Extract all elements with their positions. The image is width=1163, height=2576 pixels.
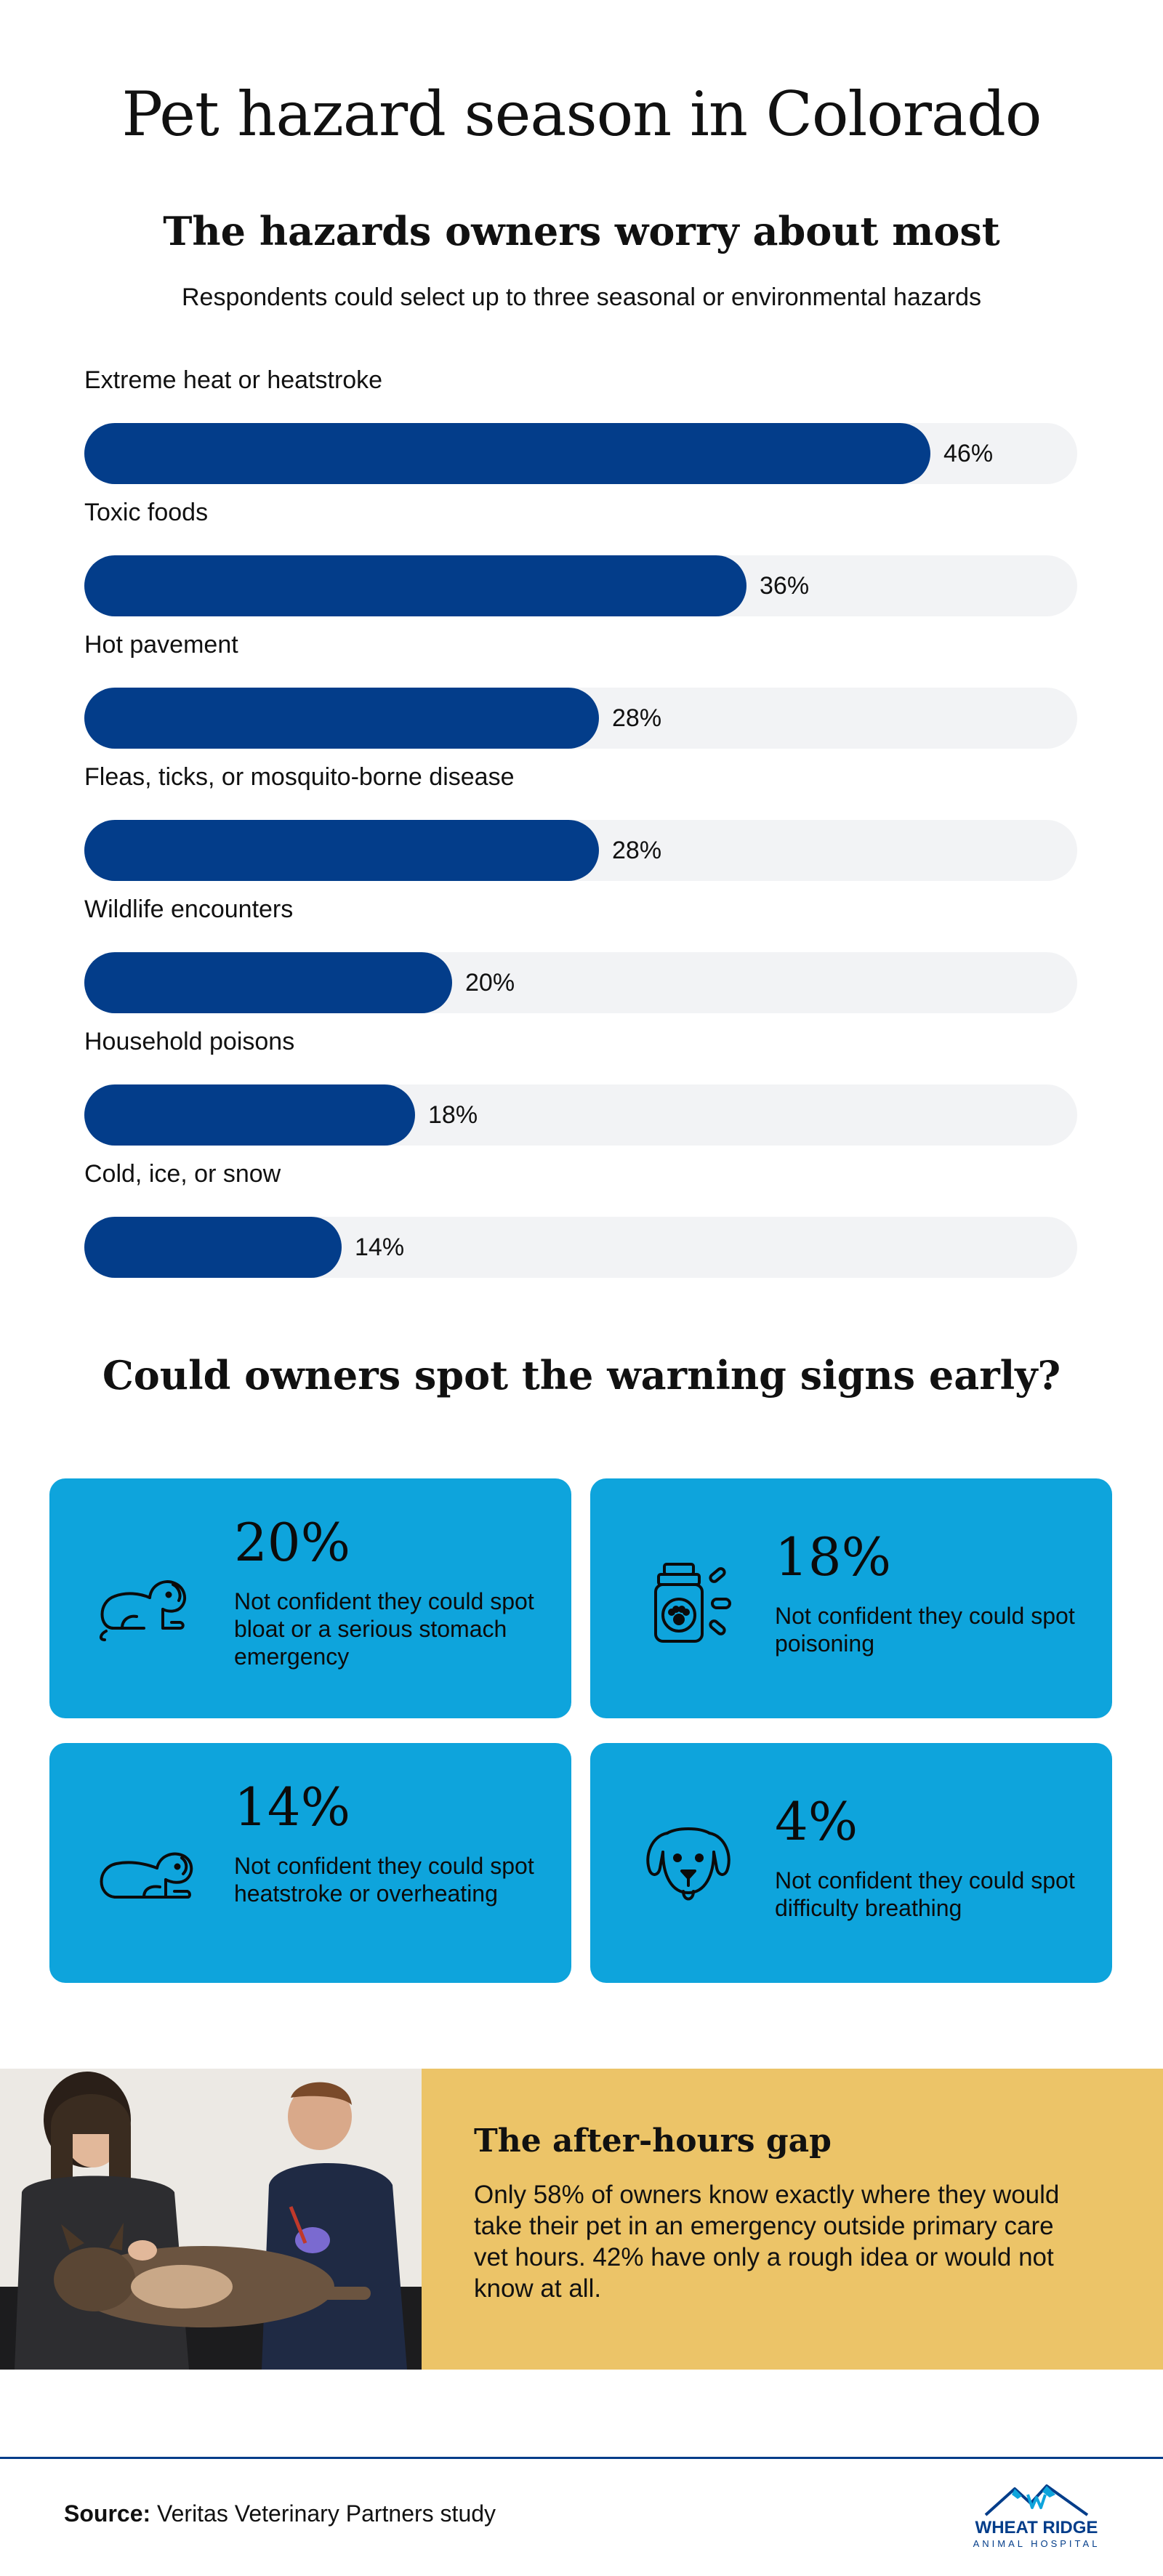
- bar-value-label: 46%: [943, 440, 994, 467]
- bar-track: 46%: [84, 423, 1077, 484]
- stat-value: 20%: [234, 1512, 351, 1573]
- source-label: Source:: [64, 2500, 151, 2527]
- bar: [84, 688, 599, 749]
- stat-card-breathing: 4% Not confident they could spot difficu…: [590, 1743, 1112, 1983]
- logo-name: WHEAT RIDGE: [975, 2518, 1098, 2537]
- bar-value-label: 28%: [612, 837, 662, 864]
- stat-card-poisoning: 18% Not confident they could spot poison…: [590, 1478, 1112, 1718]
- stat-description: Not confident they could spot heatstroke…: [234, 1853, 534, 1907]
- lying-dog-icon: [93, 1823, 202, 1910]
- bar-track: 28%: [84, 820, 1077, 881]
- bar-track: 28%: [84, 688, 1077, 749]
- bar-category-label: Toxic foods: [84, 499, 209, 526]
- footer-divider: [0, 2457, 1163, 2459]
- bar: [84, 820, 599, 881]
- bar-track: 14%: [84, 1217, 1077, 1278]
- after-hours-title: The after-hours gap: [474, 2122, 832, 2160]
- bar-value-label: 28%: [612, 704, 662, 732]
- stat-description: Not confident they could spot bloat or a…: [234, 1588, 534, 1670]
- after-hours-section: The after-hours gap Only 58% of owners k…: [0, 2069, 1163, 2370]
- bar: [84, 1084, 415, 1146]
- mountain-logo-icon: [984, 2484, 1089, 2516]
- bar-category-label: Cold, ice, or snow: [84, 1160, 281, 1188]
- bar-category-label: Wildlife encounters: [84, 895, 294, 923]
- bar-track: 20%: [84, 952, 1077, 1013]
- bar: [84, 1217, 342, 1278]
- vet-photo: [0, 2069, 422, 2370]
- bar-category-label: Extreme heat or heatstroke: [84, 366, 383, 394]
- bar-category-label: Fleas, ticks, or mosquito-borne disease: [84, 763, 515, 791]
- stat-card-bloat: 20% Not confident they could spot bloat …: [49, 1478, 571, 1718]
- stat-card-heatstroke: 14% Not confident they could spot heatst…: [49, 1743, 571, 1983]
- bar-value-label: 14%: [355, 1233, 405, 1261]
- stat-value: 18%: [775, 1526, 892, 1587]
- stat-description: Not confident they could spot difficulty…: [775, 1867, 1075, 1921]
- chart-title: The hazards owners worry about most: [163, 208, 1000, 254]
- logo-subtitle: ANIMAL HOSPITAL: [973, 2538, 1100, 2549]
- source-text: Veritas Veterinary Partners study: [157, 2500, 496, 2527]
- bar: [84, 423, 930, 484]
- bar: [84, 952, 452, 1013]
- source-note: Source: Veritas Veterinary Partners stud…: [64, 2500, 496, 2527]
- medicine-bottle-icon: [634, 1558, 743, 1646]
- bar: [84, 555, 747, 616]
- dog-face-icon: [634, 1823, 743, 1910]
- page-title: Pet hazard season in Colorado: [121, 79, 1042, 150]
- after-hours-text: Only 58% of owners know exactly where th…: [474, 2181, 1060, 2303]
- hazard-bar-chart: Extreme heat or heatstroke 46% Toxic foods…: [84, 366, 1077, 1278]
- bar-category-label: Hot pavement: [84, 631, 238, 659]
- wheat-ridge-logo: WHEAT RIDGE ANIMAL HOSPITAL: [971, 2479, 1102, 2554]
- bar-track: 18%: [84, 1084, 1077, 1146]
- sitting-dog-icon: [93, 1558, 202, 1646]
- after-hours-panel: The after-hours gap Only 58% of owners k…: [422, 2069, 1163, 2370]
- bar-value-label: 36%: [760, 572, 810, 600]
- warning-signs-title: Could owners spot the warning signs earl…: [102, 1352, 1061, 1398]
- bar-category-label: Household poisons: [84, 1028, 295, 1055]
- bar-value-label: 18%: [428, 1101, 478, 1129]
- stat-value: 14%: [234, 1776, 351, 1838]
- stat-value: 4%: [775, 1791, 858, 1852]
- bar-value-label: 20%: [465, 969, 515, 997]
- stat-description: Not confident they could spot poisoning: [775, 1603, 1075, 1657]
- chart-subtitle: Respondents could select up to three sea…: [181, 283, 981, 311]
- bar-track: 36%: [84, 555, 1077, 616]
